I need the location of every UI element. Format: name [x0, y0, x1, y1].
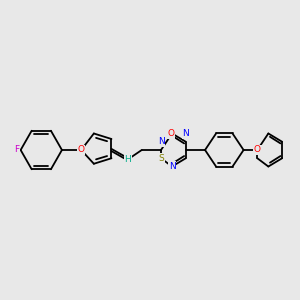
Text: N: N [158, 137, 164, 146]
Text: O: O [254, 146, 261, 154]
Text: F: F [14, 146, 20, 154]
Text: O: O [78, 146, 85, 154]
Text: N: N [169, 162, 176, 171]
Text: S: S [158, 154, 164, 163]
Text: H: H [124, 155, 131, 164]
Text: O: O [167, 129, 174, 138]
Text: N: N [182, 129, 189, 138]
